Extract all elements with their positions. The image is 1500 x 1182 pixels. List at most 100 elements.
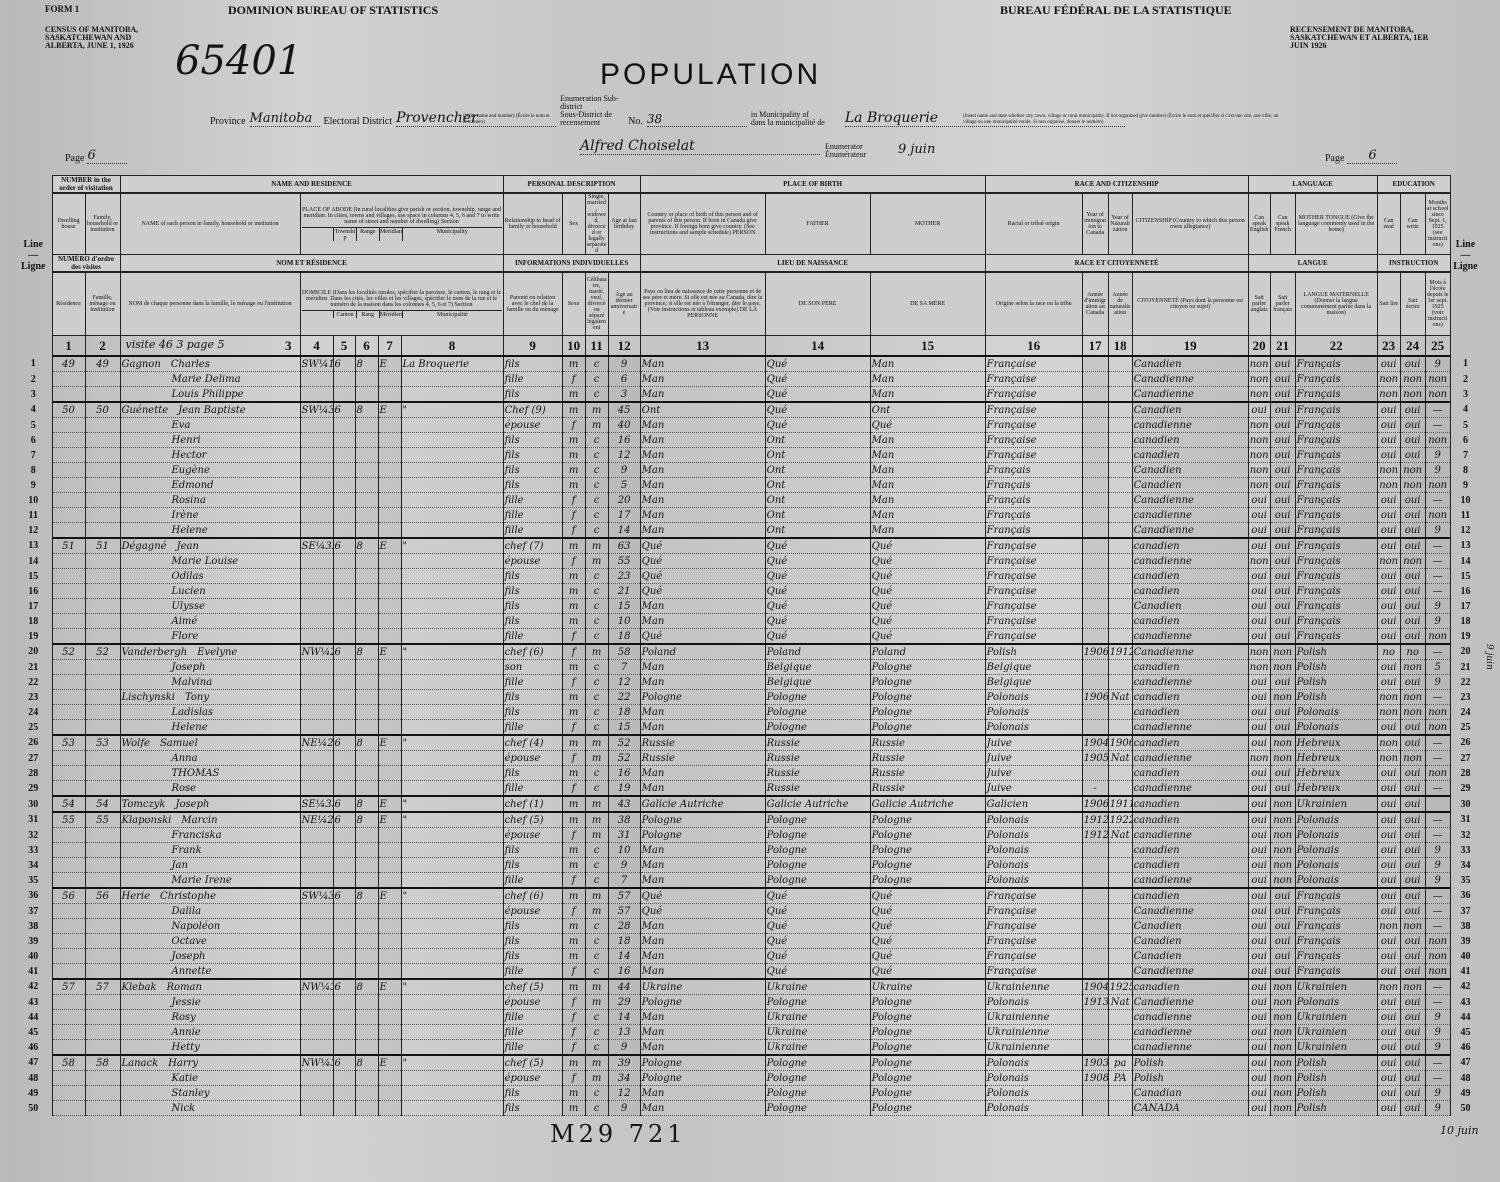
sex-cell[interactable]: f (561, 1039, 586, 1056)
municipality-cell[interactable] (400, 1085, 504, 1101)
person-name[interactable]: Klaponski Marcin (119, 811, 301, 828)
year-immigration-cell[interactable] (1081, 1024, 1109, 1040)
township-cell[interactable] (332, 1024, 356, 1040)
section-cell[interactable]: NE¼28 (299, 734, 334, 751)
speaks-french-cell[interactable]: non (1269, 1024, 1296, 1040)
racial-origin-cell[interactable]: Française (984, 963, 1083, 980)
mother-tongue-cell[interactable]: Français (1294, 613, 1378, 629)
can-read-cell[interactable]: oui (1376, 417, 1401, 433)
can-write-cell[interactable]: non (1399, 659, 1426, 675)
speaks-english-cell[interactable]: oui (1247, 933, 1271, 949)
birthplace-mother-cell[interactable]: Qué (869, 933, 986, 949)
racial-origin-cell[interactable]: Polonais (984, 994, 1083, 1010)
citizenship-cell[interactable]: canadienne (1131, 750, 1249, 766)
meridian-cell[interactable] (377, 432, 402, 448)
person-name[interactable]: Wolfe Samuel (119, 734, 301, 751)
year-immigration-cell[interactable] (1081, 842, 1109, 858)
speaks-english-cell[interactable]: oui (1247, 719, 1271, 736)
can-read-cell[interactable]: no (1376, 643, 1401, 660)
can-read-cell[interactable]: oui (1376, 432, 1401, 448)
mother-tongue-cell[interactable]: Français (1294, 522, 1378, 539)
citizenship-cell[interactable]: canadien (1131, 568, 1249, 584)
family-number[interactable] (84, 492, 121, 508)
age-cell[interactable]: 63 (607, 537, 641, 554)
birthplace-mother-cell[interactable]: Man (869, 432, 986, 448)
family-number[interactable] (84, 522, 121, 539)
birthplace-person-cell[interactable]: Man (639, 522, 766, 539)
year-immigration-cell[interactable] (1081, 355, 1109, 372)
months-at-school-cell[interactable]: — (1424, 417, 1451, 433)
speaks-english-cell[interactable]: oui (1247, 1054, 1271, 1071)
mother-tongue-cell[interactable]: Polish (1294, 1054, 1378, 1071)
speaks-english-cell[interactable]: oui (1247, 583, 1271, 599)
marital-status-cell[interactable]: c (584, 689, 609, 705)
township-cell[interactable] (332, 1100, 356, 1116)
speaks-french-cell[interactable]: non (1269, 689, 1296, 705)
relationship-cell[interactable]: fils (502, 432, 563, 448)
section-cell[interactable] (299, 417, 334, 433)
year-immigration-cell[interactable] (1081, 1009, 1109, 1025)
person-name[interactable]: Vanderbergh Evelyne (119, 643, 301, 660)
can-write-cell[interactable]: non (1399, 371, 1426, 387)
meridian-cell[interactable] (377, 674, 402, 690)
birthplace-mother-cell[interactable]: Qué (869, 963, 986, 980)
meridian-cell[interactable]: E (377, 795, 402, 813)
age-cell[interactable]: 43 (607, 795, 641, 813)
sex-cell[interactable]: f (561, 1009, 586, 1025)
municipality-cell[interactable] (400, 1009, 504, 1025)
mother-tongue-cell[interactable]: Français (1294, 355, 1378, 372)
age-cell[interactable]: 14 (607, 948, 641, 964)
municipality-cell[interactable] (400, 386, 504, 403)
marital-status-cell[interactable]: c (584, 507, 609, 523)
racial-origin-cell[interactable]: Français (984, 507, 1083, 523)
can-write-cell[interactable]: oui (1399, 1024, 1426, 1040)
marital-status-cell[interactable]: c (584, 492, 609, 508)
can-read-cell[interactable]: oui (1376, 355, 1401, 372)
marital-status-cell[interactable]: c (584, 462, 609, 478)
section-cell[interactable] (299, 994, 334, 1010)
section-cell[interactable] (299, 1039, 334, 1056)
birthplace-father-cell[interactable]: Ont (764, 507, 871, 523)
birthplace-person-cell[interactable]: Man (639, 1085, 766, 1101)
birthplace-person-cell[interactable]: Man (639, 674, 766, 690)
speaks-english-cell[interactable]: oui (1247, 568, 1271, 584)
dwelling-number[interactable] (51, 857, 86, 873)
section-cell[interactable] (299, 750, 334, 766)
age-cell[interactable]: 17 (607, 507, 641, 523)
citizenship-cell[interactable]: Canadien (1131, 598, 1249, 614)
meridian-cell[interactable] (377, 933, 402, 949)
dwelling-number[interactable]: 57 (51, 978, 86, 995)
year-naturalization-cell[interactable] (1107, 386, 1133, 403)
relationship-cell[interactable]: fille (502, 628, 563, 645)
township-cell[interactable]: 6 (332, 887, 356, 904)
speaks-french-cell[interactable]: oui (1269, 674, 1296, 690)
can-write-cell[interactable]: oui (1399, 492, 1426, 508)
speaks-english-cell[interactable]: non (1247, 371, 1271, 387)
months-at-school-cell[interactable] (1424, 795, 1451, 813)
dwelling-number[interactable] (51, 462, 86, 478)
speaks-english-cell[interactable]: oui (1247, 598, 1271, 614)
mother-tongue-cell[interactable]: Français (1294, 462, 1378, 478)
township-cell[interactable] (332, 857, 356, 873)
sex-cell[interactable]: m (561, 432, 586, 448)
mother-tongue-cell[interactable]: Polonais (1294, 842, 1378, 858)
speaks-french-cell[interactable]: oui (1269, 522, 1296, 539)
township-cell[interactable]: 6 (332, 355, 356, 372)
age-cell[interactable]: 3 (607, 386, 641, 403)
birthplace-person-cell[interactable]: Pologne (639, 827, 766, 843)
racial-origin-cell[interactable]: Polish (984, 643, 1083, 660)
person-name[interactable]: Rosina (119, 492, 301, 508)
sex-cell[interactable]: f (561, 780, 586, 797)
marital-status-cell[interactable]: c (584, 659, 609, 675)
year-naturalization-cell[interactable] (1107, 371, 1133, 387)
speaks-english-cell[interactable]: oui (1247, 918, 1271, 934)
section-cell[interactable] (299, 963, 334, 980)
can-write-cell[interactable]: non (1399, 918, 1426, 934)
birthplace-father-cell[interactable]: Ont (764, 477, 871, 493)
age-cell[interactable]: 18 (607, 628, 641, 645)
months-at-school-cell[interactable]: non (1424, 477, 1451, 493)
dwelling-number[interactable]: 49 (51, 355, 86, 372)
months-at-school-cell[interactable]: — (1424, 918, 1451, 934)
speaks-english-cell[interactable]: non (1247, 643, 1271, 660)
age-cell[interactable]: 45 (607, 401, 641, 418)
